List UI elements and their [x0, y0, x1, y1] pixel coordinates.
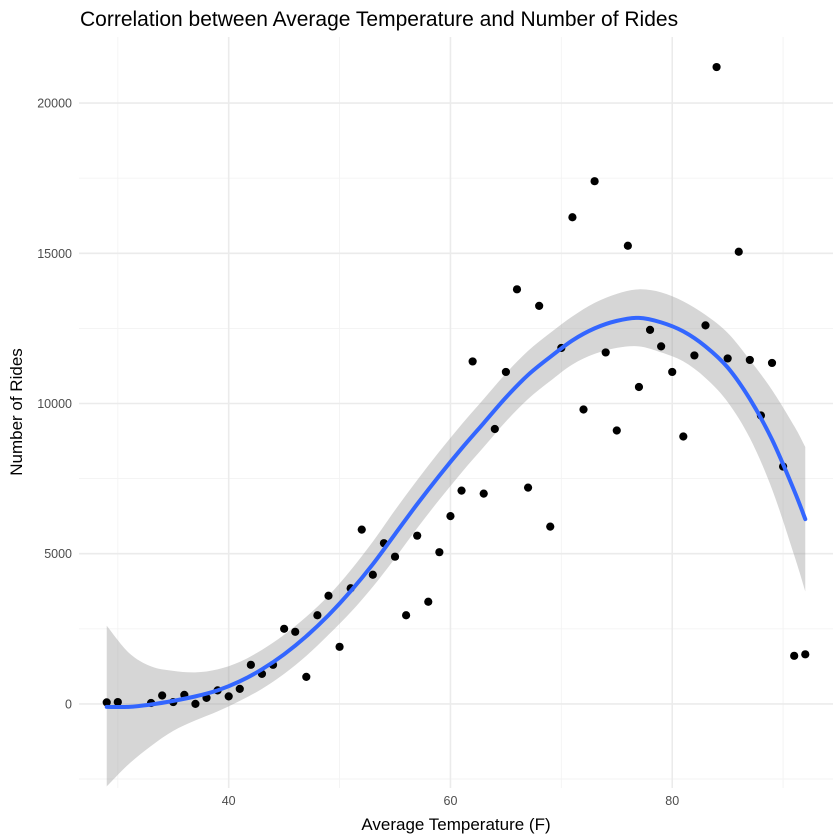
data-point [523, 483, 533, 492]
data-point [501, 367, 510, 377]
data-point [512, 285, 522, 294]
data-point [446, 512, 455, 521]
data-point [734, 247, 743, 256]
data-points [102, 62, 810, 708]
data-point [424, 597, 433, 606]
data-point [546, 522, 555, 531]
data-point [623, 241, 632, 250]
x-axis-title: Average Temperature (F) [361, 815, 550, 834]
y-tick-label: 20000 [37, 97, 72, 111]
data-point [113, 697, 122, 707]
confidence-band [106, 289, 806, 787]
x-tick-label: 40 [222, 794, 236, 808]
data-point [801, 650, 810, 659]
chart-title: Correlation between Average Temperature … [80, 8, 678, 31]
smooth-line [104, 315, 808, 710]
x-tick-label: 80 [665, 794, 679, 808]
data-point [235, 684, 244, 693]
y-tick-label: 0 [65, 697, 72, 711]
data-point [645, 325, 655, 334]
data-point [335, 642, 344, 651]
y-axis-title: Number of Rides [7, 348, 26, 476]
y-tick-label: 10000 [37, 397, 72, 411]
data-point [324, 591, 333, 600]
data-point [790, 651, 799, 660]
data-point [723, 354, 732, 363]
y-tick-label: 15000 [37, 247, 72, 261]
y-tick-label: 5000 [44, 547, 72, 561]
data-point [468, 357, 477, 366]
data-point [579, 405, 588, 414]
data-point [246, 660, 255, 669]
data-point [413, 531, 422, 540]
data-point [657, 342, 666, 351]
data-point [402, 611, 411, 620]
data-point [479, 489, 488, 498]
data-point [490, 424, 499, 434]
data-point [368, 570, 377, 579]
data-point [390, 552, 400, 561]
data-point [690, 351, 699, 360]
data-point [291, 627, 300, 636]
data-point [701, 321, 710, 330]
x-tick-label: 60 [444, 794, 458, 808]
data-point [590, 177, 599, 186]
confidence-band-area [106, 289, 806, 787]
data-point [158, 691, 167, 700]
data-point [102, 698, 111, 707]
data-point [457, 486, 466, 495]
data-point [535, 301, 544, 310]
data-point [601, 348, 610, 357]
data-point [191, 699, 200, 708]
tick-labels: 40 60 80 0 5000 10000 15000 20000 [37, 97, 679, 808]
data-point [435, 548, 444, 557]
data-point [280, 624, 289, 633]
data-point [302, 672, 311, 681]
data-point [668, 367, 677, 377]
data-point [712, 62, 721, 72]
smooth-fit-line [104, 315, 808, 710]
data-point [745, 355, 754, 365]
data-point [679, 432, 688, 441]
data-point [612, 426, 621, 435]
data-point [224, 692, 233, 701]
data-point [313, 611, 322, 620]
data-point [357, 525, 366, 534]
data-point [634, 382, 644, 392]
data-point [568, 213, 577, 222]
data-point [767, 358, 777, 368]
gridlines [79, 37, 833, 788]
